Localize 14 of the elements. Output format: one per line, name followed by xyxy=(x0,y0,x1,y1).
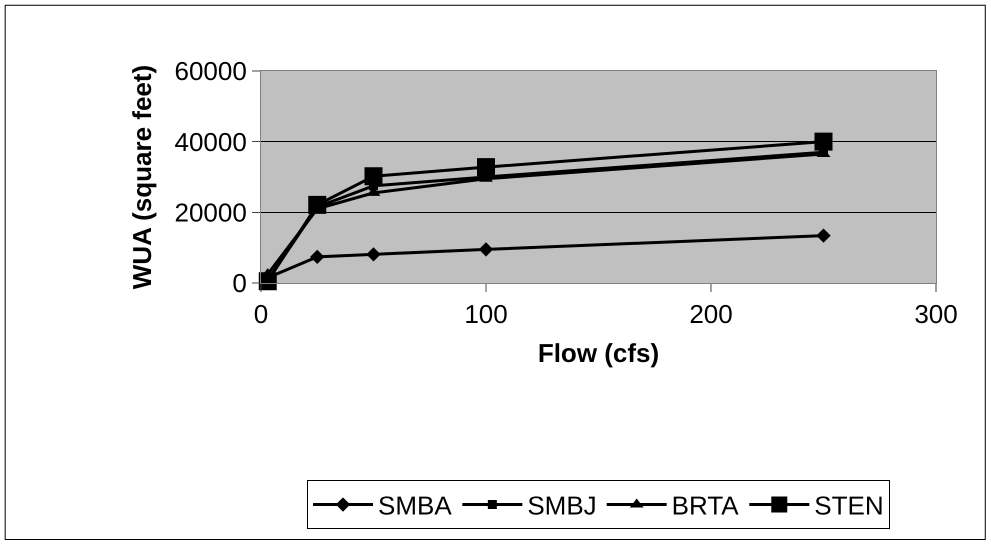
legend-label: STEN xyxy=(814,490,884,521)
x-tick-label: 0 xyxy=(254,299,268,330)
y-axis-title: WUA (square feet) xyxy=(126,64,157,290)
x-tick-label: 200 xyxy=(689,299,733,330)
x-axis-title: Flow (cfs) xyxy=(538,338,660,368)
y-tick-label: 0 xyxy=(232,268,247,298)
legend-label: BRTA xyxy=(672,490,740,521)
y-tick-label: 40000 xyxy=(174,126,247,157)
y-tick-label: 60000 xyxy=(174,56,247,86)
legend-label: SMBA xyxy=(378,490,452,521)
x-tick-label: 100 xyxy=(464,299,508,330)
legend-label: SMBJ xyxy=(527,490,597,521)
x-tick-label: 300 xyxy=(914,299,958,330)
y-tick-label: 20000 xyxy=(174,197,247,228)
